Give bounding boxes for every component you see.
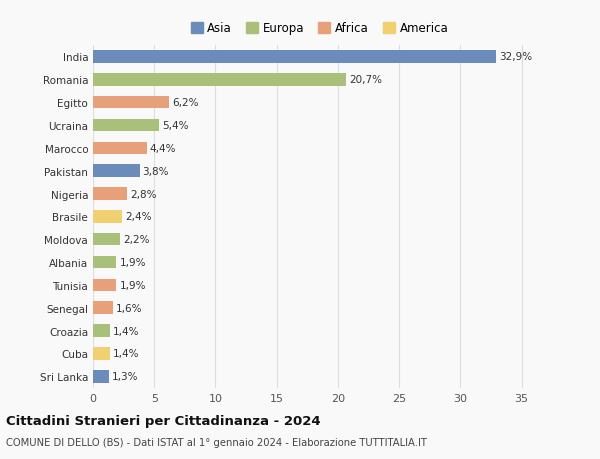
- Bar: [93, 302, 113, 314]
- Text: 4,4%: 4,4%: [150, 144, 176, 153]
- Bar: [93, 234, 120, 246]
- Text: 1,4%: 1,4%: [113, 349, 140, 358]
- Bar: [93, 347, 110, 360]
- Bar: [93, 74, 346, 86]
- Bar: [93, 119, 159, 132]
- Bar: [93, 51, 496, 63]
- Text: 5,4%: 5,4%: [162, 121, 188, 131]
- Bar: [93, 279, 116, 291]
- Text: 6,2%: 6,2%: [172, 98, 199, 108]
- Text: 3,8%: 3,8%: [143, 166, 169, 176]
- Bar: [93, 211, 122, 223]
- Bar: [93, 165, 140, 178]
- Bar: [93, 97, 169, 109]
- Text: 1,6%: 1,6%: [116, 303, 142, 313]
- Text: 1,3%: 1,3%: [112, 371, 139, 381]
- Text: 20,7%: 20,7%: [349, 75, 382, 85]
- Text: COMUNE DI DELLO (BS) - Dati ISTAT al 1° gennaio 2024 - Elaborazione TUTTITALIA.I: COMUNE DI DELLO (BS) - Dati ISTAT al 1° …: [6, 437, 427, 447]
- Bar: [93, 188, 127, 200]
- Bar: [93, 370, 109, 383]
- Text: Cittadini Stranieri per Cittadinanza - 2024: Cittadini Stranieri per Cittadinanza - 2…: [6, 414, 320, 428]
- Text: 2,8%: 2,8%: [130, 189, 157, 199]
- Bar: [93, 142, 147, 155]
- Text: 2,2%: 2,2%: [123, 235, 149, 245]
- Text: 1,9%: 1,9%: [119, 280, 146, 290]
- Text: 1,9%: 1,9%: [119, 257, 146, 268]
- Bar: [93, 325, 110, 337]
- Text: 2,4%: 2,4%: [125, 212, 152, 222]
- Bar: [93, 256, 116, 269]
- Legend: Asia, Europa, Africa, America: Asia, Europa, Africa, America: [186, 17, 453, 40]
- Text: 1,4%: 1,4%: [113, 326, 140, 336]
- Text: 32,9%: 32,9%: [499, 52, 532, 62]
